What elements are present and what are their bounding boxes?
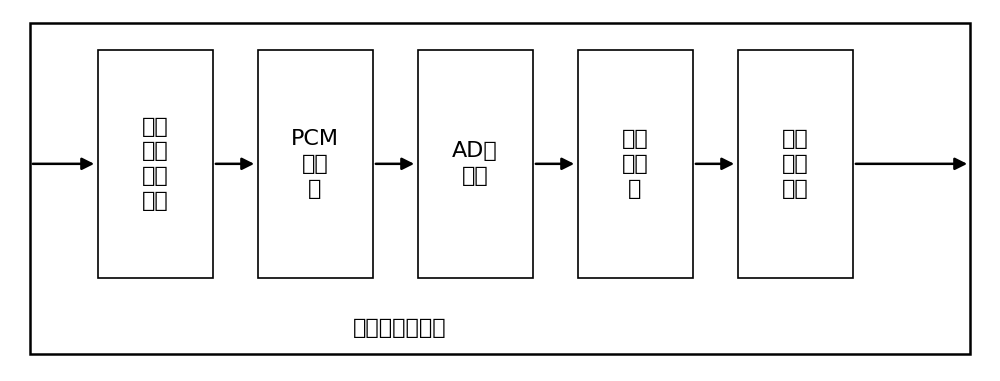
Text: 数据
运算
模块: 数据 运算 模块 xyxy=(782,129,808,199)
Bar xyxy=(30,23,970,354)
Bar xyxy=(98,50,212,278)
Text: AD转
换器: AD转 换器 xyxy=(452,141,498,186)
Text: 数据信号处理器: 数据信号处理器 xyxy=(353,318,447,338)
Bar xyxy=(418,50,532,278)
Text: PCM
译码
器: PCM 译码 器 xyxy=(291,129,339,199)
Bar xyxy=(738,50,852,278)
Text: 信号
同步
器: 信号 同步 器 xyxy=(622,129,648,199)
Bar xyxy=(578,50,692,278)
Text: 信号
频率
放大
电路: 信号 频率 放大 电路 xyxy=(142,117,168,211)
Bar xyxy=(258,50,372,278)
